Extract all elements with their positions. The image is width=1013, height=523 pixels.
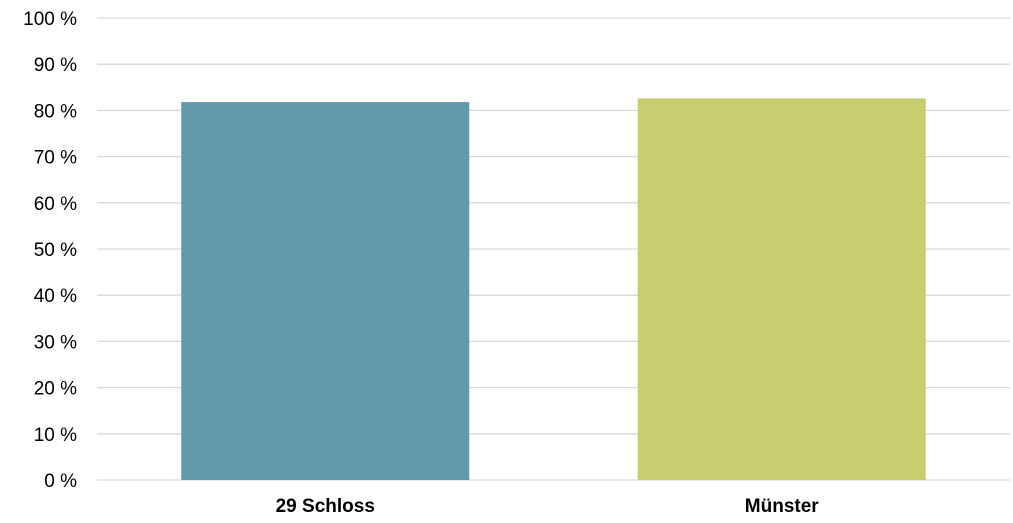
bar-0: [181, 102, 470, 481]
y-tick-label: 20 %: [34, 379, 77, 400]
y-tick-label: 60 %: [34, 194, 77, 215]
x-axis-category-labels: 29 Schloss Münster: [276, 496, 820, 517]
y-tick-label: 50 %: [34, 240, 77, 261]
x-category-label: Münster: [745, 496, 820, 517]
y-tick-label: 0 %: [44, 471, 77, 492]
bar-1: [637, 98, 926, 480]
y-axis-tick-labels: 0 % 10 % 20 % 30 % 40 % 50 % 60 % 70 % 80 % 90 % 1…: [23, 9, 77, 492]
y-tick-label: 70 %: [34, 148, 77, 169]
y-tick-label: 10 %: [34, 425, 77, 446]
y-tick-label: 80 %: [34, 101, 77, 122]
y-tick-label: 100 %: [23, 9, 77, 30]
y-tick-label: 30 %: [34, 332, 77, 353]
y-tick-label: 40 %: [34, 286, 77, 307]
bars: [181, 98, 926, 481]
x-category-label: 29 Schloss: [276, 496, 375, 517]
y-tick-label: 90 %: [34, 55, 77, 76]
